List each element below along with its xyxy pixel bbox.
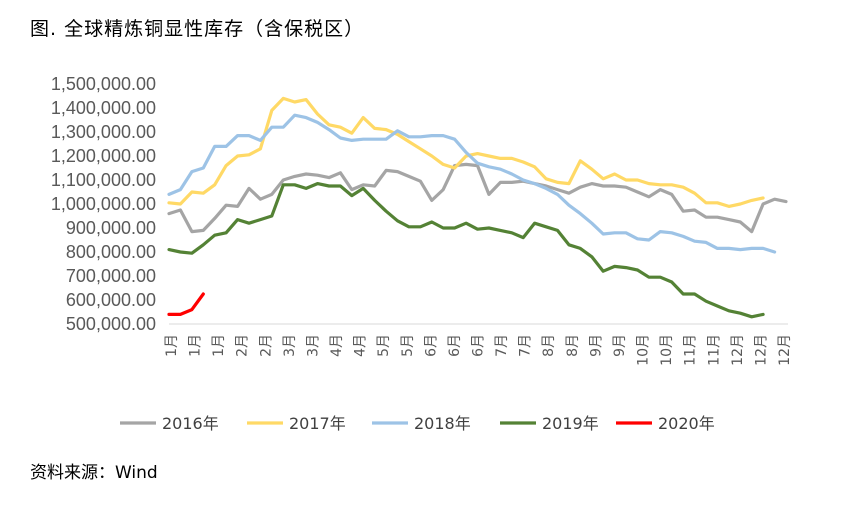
x-tick-label: 5月 (400, 334, 416, 357)
x-tick-label: 12月 (730, 334, 746, 366)
x-tick-label: 9月 (612, 334, 628, 357)
y-tick-label: 700,000.00 (66, 266, 156, 286)
x-tick-label: 1月 (211, 334, 227, 357)
x-tick-label: 2月 (258, 334, 274, 357)
y-tick-label: 600,000.00 (66, 290, 156, 310)
x-tick-label: 2月 (235, 334, 251, 357)
legend-label: 2017年 (289, 414, 346, 433)
y-tick-label: 1,300,000.00 (51, 122, 156, 142)
x-tick-label: 6月 (471, 334, 487, 357)
legend-label: 2016年 (162, 414, 219, 433)
series-line-2016年 (167, 162, 788, 234)
x-tick-label: 1月 (164, 334, 180, 357)
y-tick-label: 1,500,000.00 (51, 74, 156, 94)
x-tick-label: 1月 (188, 334, 204, 357)
y-tick-label: 800,000.00 (66, 242, 156, 262)
legend-label: 2019年 (542, 414, 599, 433)
chart-title: 图. 全球精炼铜显性库存（含保税区） (30, 18, 365, 40)
y-tick-label: 1,100,000.00 (51, 170, 156, 190)
x-tick-label: 3月 (282, 334, 298, 357)
x-tick-label: 7月 (518, 334, 534, 357)
y-tick-label: 500,000.00 (66, 314, 156, 334)
x-tick-label: 11月 (683, 334, 699, 366)
x-tick-label: 5月 (376, 334, 392, 357)
legend-label: 2018年 (414, 414, 471, 433)
source-note: 资料来源：Wind (30, 463, 158, 483)
x-tick-label: 9月 (588, 334, 604, 357)
legend-label: 2020年 (658, 414, 715, 433)
x-tick-label: 8月 (541, 334, 557, 357)
x-axis: 1月 1月 1月 2月 2月 3月 3月 4月 4月 5月 5月 6月 6月 6月 7月 7月 8月 8月 9月 9月… (164, 323, 793, 366)
y-tick-label: 1,200,000.00 (51, 146, 156, 166)
x-tick-label: 4月 (353, 334, 369, 357)
legend: 2016年 2017年 2018年 2019年 2020年 (120, 414, 715, 433)
x-tick-label: 6月 (447, 334, 463, 357)
series-line-2017年 (167, 96, 765, 208)
x-tick-label: 12月 (753, 334, 769, 366)
series-line-2018年 (167, 113, 777, 254)
y-axis: 500,000.00 600,000.00 700,000.00 800,000.00… (51, 74, 156, 334)
x-tick-label: 10月 (636, 334, 652, 366)
x-tick-label: 4月 (329, 334, 345, 357)
plot-area (167, 96, 788, 319)
x-tick-label: 6月 (423, 334, 439, 357)
x-tick-label: 11月 (706, 334, 722, 366)
y-tick-label: 1,400,000.00 (51, 98, 156, 118)
x-tick-label: 10月 (659, 334, 675, 366)
x-tick-label: 7月 (494, 334, 510, 357)
series-line-2020年 (167, 292, 205, 316)
y-tick-label: 900,000.00 (66, 218, 156, 238)
y-tick-label: 1,000,000.00 (51, 194, 156, 214)
x-tick-label: 12月 (777, 334, 793, 366)
series-line-2019年 (167, 182, 765, 319)
x-tick-label: 3月 (305, 334, 321, 357)
x-tick-label: 8月 (565, 334, 581, 357)
